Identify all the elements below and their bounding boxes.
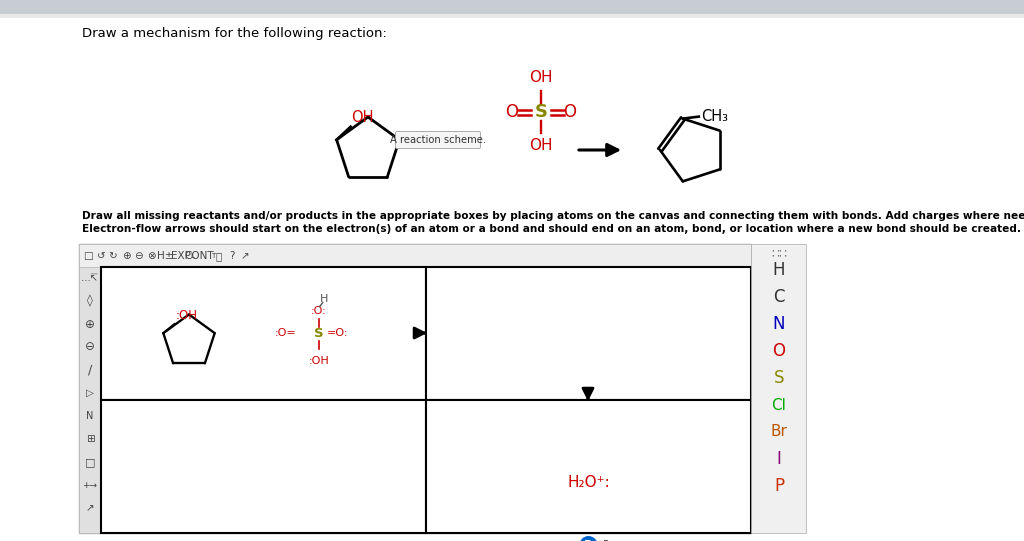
FancyBboxPatch shape [395,131,480,148]
Text: ↺: ↺ [96,251,105,261]
Text: =O:: =O: [327,328,348,339]
Text: /: / [88,364,92,377]
Text: P: P [774,477,784,495]
Bar [79,267,101,533]
Bar [426,267,751,400]
Text: O: O [506,103,518,121]
Text: I: I [776,450,781,468]
Text: N: N [773,315,785,333]
Text: :O:: :O: [311,307,327,316]
Text: A reaction scheme.: A reaction scheme. [390,135,486,145]
Text: S: S [314,327,324,340]
Bar [101,400,426,533]
Bar [751,244,806,533]
Text: Pearson: Pearson [602,540,641,541]
Text: OH: OH [529,138,553,153]
Bar [0,14,1024,18]
Text: ◊: ◊ [87,294,93,307]
Bar [79,244,751,533]
Text: O: O [563,103,577,121]
Text: S: S [535,103,548,121]
Text: H±: H± [157,251,173,261]
Text: ↗: ↗ [86,503,94,513]
Text: +→: +→ [83,480,97,490]
Text: Br: Br [771,425,787,439]
Bar [426,400,751,533]
Text: ↻: ↻ [109,251,118,261]
Text: Draw a mechanism for the following reaction:: Draw a mechanism for the following react… [82,27,387,40]
Text: N: N [86,411,93,421]
Text: Cl: Cl [771,398,786,412]
Text: H₂O⁺:: H₂O⁺: [567,475,610,490]
Text: O: O [772,342,785,360]
Text: OH: OH [529,70,553,85]
Text: ?: ? [229,251,234,261]
Text: ∷∷: ∷∷ [771,247,787,261]
Circle shape [580,536,597,541]
Text: □: □ [85,457,95,467]
Text: OH: OH [351,110,374,125]
Text: :OH: :OH [308,355,329,366]
Text: ⓘ: ⓘ [216,251,222,261]
Text: H: H [773,261,785,279]
Text: ⊕: ⊕ [85,318,95,331]
Text: C: C [773,288,784,306]
Text: ⊗: ⊗ [146,251,156,261]
Text: :OH: :OH [175,309,198,322]
Text: ⊞: ⊞ [86,434,94,444]
Text: P: P [585,540,593,541]
Text: ▷: ▷ [86,388,94,398]
Text: ⊖: ⊖ [133,251,142,261]
Text: S: S [774,369,784,387]
Bar [0,0,1024,14]
Text: …↸: …↸ [81,273,99,283]
Text: ⊖: ⊖ [85,340,95,353]
Text: Electron-flow arrows should start on the electron(s) of an atom or a bond and sh: Electron-flow arrows should start on the… [82,224,1021,234]
Text: L: L [190,253,194,259]
Bar [101,267,426,400]
Text: EXP: EXP [171,251,190,261]
Text: CH₃: CH₃ [700,109,728,124]
Bar [79,244,751,267]
Text: ⊕: ⊕ [122,251,130,261]
Text: □: □ [83,251,93,261]
Text: Draw all missing reactants and/or products in the appropriate boxes by placing a: Draw all missing reactants and/or produc… [82,211,1024,221]
Text: H: H [319,294,328,305]
Text: T: T [211,253,215,259]
Text: CONT: CONT [184,251,214,261]
Text: :O=: :O= [275,328,297,339]
Text: ↗: ↗ [241,251,250,261]
